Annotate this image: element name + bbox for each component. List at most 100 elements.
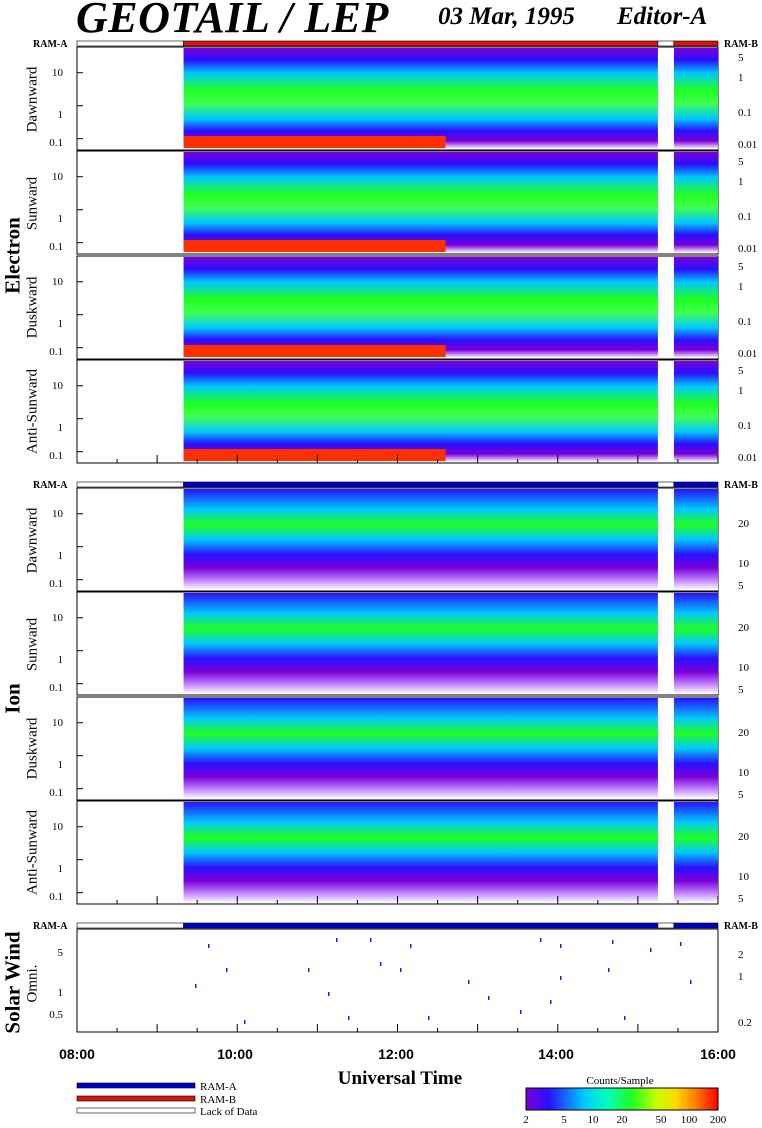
sw-ylabel-0: 5: [57, 947, 64, 959]
ion-panel-0-spectrum-1: [673, 489, 718, 590]
electron-1-rlabel-2: 0.1: [738, 211, 752, 223]
electron-2-rlabel-0: 5: [738, 261, 744, 273]
panel-label-electron-dawnward: Dawnward: [24, 66, 41, 133]
ion-3-rlabel-2: 5: [738, 893, 744, 905]
electron-2-ylabel-1: 1: [57, 318, 64, 330]
sw-dot-12: [468, 980, 470, 984]
sw-dot-8: [226, 968, 228, 972]
sw-rlabel-0: 2: [738, 949, 744, 961]
ion-1-rlabel-0: 20: [738, 622, 749, 634]
electron-panel-1-lowband-0: [183, 240, 446, 252]
ion-3-ylabel-1: 1: [57, 863, 64, 875]
ram-status-sw-0: [76, 922, 184, 929]
ram-status-ion-0: [76, 481, 184, 488]
colorbar-title: Counts/Sample: [586, 1075, 654, 1087]
electron-1-rlabel-3: 0.01: [738, 243, 758, 255]
electron-2-ylabel-0: 10: [52, 276, 63, 288]
electron-panel-3-spectrum-0: [183, 361, 658, 462]
sw-dot-13: [488, 996, 490, 1000]
sw-ylabel-1: 1: [57, 987, 64, 999]
legend-ram-a-swatch: [76, 1082, 196, 1089]
ram-a-label-electron: RAM-A: [33, 39, 68, 50]
plot-date: 03 Mar, 1995: [438, 3, 575, 30]
group-label-ion: Ion: [0, 683, 25, 714]
ram-a-label-ion: RAM-A: [33, 480, 68, 491]
plot-editor: Editor-A: [617, 3, 708, 30]
electron-3-rlabel-0: 5: [738, 365, 744, 377]
sw-dot-0: [336, 938, 338, 942]
ion-1-ylabel-1: 1: [57, 654, 64, 666]
sw-dot-23: [428, 1016, 430, 1020]
ion-2-rlabel-1: 10: [738, 767, 749, 779]
electron-0-ylabel-0: 10: [52, 67, 63, 79]
x-tick-1200: 12:00: [378, 1046, 414, 1062]
panel-label-electron-sunward: Sunward: [24, 176, 41, 231]
ram-status-sw-3: [673, 922, 719, 929]
ram-status-ion-2: [657, 481, 675, 488]
electron-3-ylabel-1: 1: [57, 422, 64, 434]
group-label-electron: Electron: [0, 217, 25, 294]
sw-panel-frame: [76, 928, 719, 1033]
colorbar-tick-100: 100: [680, 1114, 698, 1126]
sw-dot-11: [400, 968, 402, 972]
ram-b-label-ion: RAM-B: [724, 480, 758, 491]
electron-3-ylabel-0: 10: [52, 380, 63, 392]
colorbar-tick-10: 10: [587, 1114, 599, 1126]
sw-rlabel-1: 1: [738, 971, 744, 983]
ion-3-ylabel-2: 0.1: [49, 891, 63, 903]
ion-panel-2-spectrum-0: [183, 698, 658, 799]
sw-rlabel-2: 0.2: [738, 1017, 752, 1029]
electron-0-rlabel-2: 0.1: [738, 107, 752, 119]
sw-dot-15: [550, 1000, 552, 1004]
ion-panel-3-spectrum-1: [673, 802, 718, 903]
sw-dot-5: [612, 940, 614, 944]
ram-status-sw-1: [183, 922, 659, 929]
colorbar-tick-50: 50: [655, 1114, 667, 1126]
electron-3-rlabel-2: 0.1: [738, 420, 752, 432]
x-tick-1400: 14:00: [538, 1046, 574, 1062]
ram-b-label-sw: RAM-B: [724, 921, 758, 932]
ion-0-ylabel-2: 0.1: [49, 578, 63, 590]
electron-panel-0-spectrum-1: [673, 48, 718, 149]
panel-label-electron-duskward: Duskward: [24, 276, 41, 339]
electron-panel-2-lowband-0: [183, 345, 446, 357]
electron-2-rlabel-2: 0.1: [738, 316, 752, 328]
colorbar-tick-200: 200: [709, 1114, 727, 1126]
sw-dot-9: [308, 968, 310, 972]
ion-2-ylabel-2: 0.1: [49, 787, 63, 799]
sw-dot-16: [560, 976, 562, 980]
ion-1-rlabel-2: 5: [738, 684, 744, 696]
electron-panel-1-spectrum-0: [183, 152, 658, 253]
ram-status-ion-3: [673, 481, 719, 488]
plot-title: GEOTAIL / LEP: [76, 0, 389, 42]
electron-panel-0-lowband-0: [183, 136, 446, 148]
sw-dot-18: [650, 948, 652, 952]
ion-0-rlabel-1: 10: [738, 558, 749, 570]
electron-0-rlabel-0: 5: [738, 52, 744, 64]
electron-2-rlabel-1: 1: [738, 281, 744, 293]
electron-3-rlabel-1: 1: [738, 385, 744, 397]
legend-lack-swatch: [76, 1107, 196, 1114]
ram-status-electron-3: [673, 40, 719, 47]
legend-ram-b-swatch: [76, 1095, 196, 1102]
ion-panel-3-spectrum-0: [183, 802, 658, 903]
electron-panel-3-lowband-0: [183, 449, 446, 461]
sw-dot-19: [690, 980, 692, 984]
ion-0-ylabel-1: 1: [57, 550, 64, 562]
x-axis-title: Universal Time: [337, 1068, 463, 1089]
colorbar-tick-2: 2: [523, 1114, 529, 1126]
ram-status-electron-1: [183, 40, 659, 47]
ion-0-rlabel-2: 5: [738, 580, 744, 592]
ram-b-label-electron: RAM-B: [724, 39, 758, 50]
ion-3-rlabel-0: 20: [738, 831, 749, 843]
sw-dot-17: [608, 968, 610, 972]
sw-dot-25: [244, 1020, 246, 1024]
electron-panel-3-spectrum-1: [673, 361, 718, 462]
sw-dot-21: [328, 992, 330, 996]
sw-dot-4: [560, 944, 562, 948]
electron-2-rlabel-3: 0.01: [738, 348, 758, 360]
ion-1-ylabel-0: 10: [52, 612, 63, 624]
ram-status-sw-2: [657, 922, 675, 929]
ion-3-rlabel-1: 10: [738, 871, 749, 883]
ion-2-rlabel-2: 5: [738, 789, 744, 801]
